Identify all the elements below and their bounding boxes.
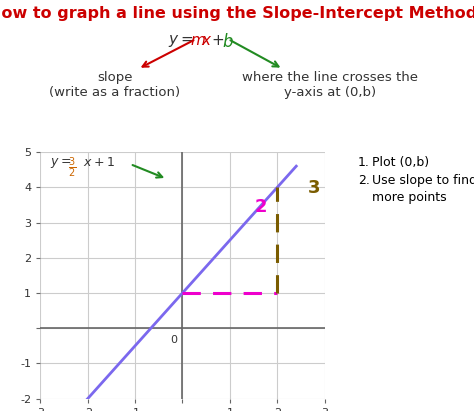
Text: $x+1$: $x+1$ [83,156,115,169]
Text: more points: more points [372,191,447,204]
Text: Use slope to find: Use slope to find [372,174,474,187]
Text: $y=$: $y=$ [168,33,193,49]
Text: 2.: 2. [358,174,370,187]
Text: $m$: $m$ [190,33,206,48]
Text: where the line crosses the
y-axis at (0,b): where the line crosses the y-axis at (0,… [242,71,418,99]
Text: 1.: 1. [358,156,370,169]
Text: How to graph a line using the Slope-Intercept Method?: How to graph a line using the Slope-Inte… [0,6,474,21]
Text: 2: 2 [255,198,267,216]
Text: slope
(write as a fraction): slope (write as a fraction) [49,71,181,99]
Text: 3: 3 [308,179,320,197]
Text: $+$: $+$ [211,33,224,48]
Text: $b$: $b$ [222,33,234,51]
Text: $y=$: $y=$ [50,156,72,170]
Text: $x$: $x$ [201,33,212,48]
Text: $\frac{3}{2}$: $\frac{3}{2}$ [68,156,76,180]
Text: 0: 0 [170,335,177,344]
Text: Plot (0,b): Plot (0,b) [372,156,429,169]
